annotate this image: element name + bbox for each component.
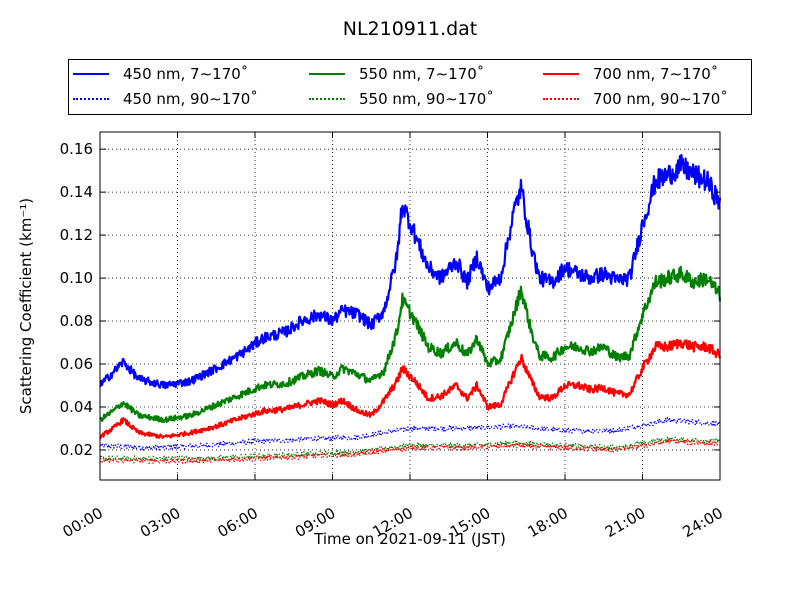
legend-entry-700-back: 700 nm, 90∼170˚ — [543, 89, 728, 109]
legend-label-550-back: 550 nm, 90∼170˚ — [359, 90, 494, 108]
legend-label-700-back: 700 nm, 90∼170˚ — [593, 90, 728, 108]
legend-swatch-700-back — [543, 98, 579, 100]
x-tick-label: 00:00 — [60, 504, 106, 541]
chart-title: NL210911.dat — [342, 18, 478, 40]
series-line-0 — [99, 154, 722, 390]
x-axis-label: Time on 2021-09-11 (JST) — [313, 530, 506, 548]
y-tick-label: 0.14 — [60, 183, 93, 201]
legend-entry-450-full: 450 nm, 7∼170˚ — [73, 64, 248, 84]
legend-entry-700-full: 700 nm, 7∼170˚ — [543, 64, 718, 84]
legend-swatch-550-back — [309, 98, 345, 100]
y-tick-label: 0.06 — [60, 355, 93, 373]
legend-entry-450-back: 450 nm, 90∼170˚ — [73, 89, 258, 109]
x-tick-label: 03:00 — [137, 504, 183, 541]
legend-label-550-full: 550 nm, 7∼170˚ — [359, 65, 485, 83]
x-tick-label: 18:00 — [525, 504, 571, 541]
series-line-3 — [99, 436, 721, 462]
y-tick-label: 0.08 — [60, 312, 93, 330]
y-tick-label: 0.12 — [60, 226, 93, 244]
series-line-2 — [99, 265, 722, 424]
x-tick-label: 06:00 — [215, 504, 261, 541]
legend-swatch-550-full — [309, 73, 345, 75]
x-tick-label: 24:00 — [680, 504, 726, 541]
x-tick-label: 21:00 — [602, 504, 648, 541]
legend-label-450-back: 450 nm, 90∼170˚ — [123, 90, 258, 108]
legend-entry-550-full: 550 nm, 7∼170˚ — [309, 64, 484, 84]
legend: 450 nm, 7∼170˚ 450 nm, 90∼170˚ 550 nm, 7… — [68, 59, 752, 115]
legend-swatch-450-back — [73, 98, 109, 100]
y-tick-label: 0.16 — [60, 140, 93, 158]
legend-swatch-700-full — [543, 73, 579, 75]
legend-entry-550-back: 550 nm, 90∼170˚ — [309, 89, 494, 109]
series-line-4 — [99, 339, 722, 440]
y-axis-label: Scattering Coefficient (km⁻¹) — [17, 198, 35, 414]
series-line-5 — [99, 438, 721, 464]
y-tick-label: 0.02 — [60, 441, 93, 459]
y-tick-label: 0.04 — [60, 398, 93, 416]
y-tick-label: 0.10 — [60, 269, 93, 287]
series-group — [99, 154, 722, 464]
legend-swatch-450-full — [73, 73, 109, 75]
legend-label-700-full: 700 nm, 7∼170˚ — [593, 65, 719, 83]
legend-label-450-full: 450 nm, 7∼170˚ — [123, 65, 249, 83]
